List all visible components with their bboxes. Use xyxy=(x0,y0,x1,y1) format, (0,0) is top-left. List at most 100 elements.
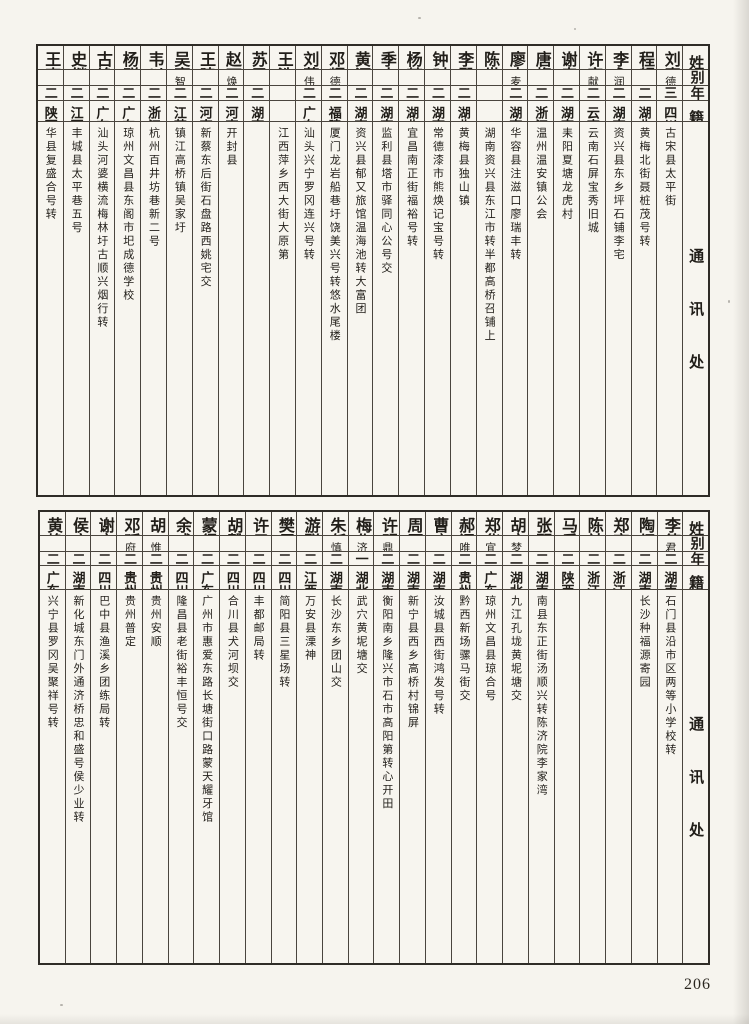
header-age-cell: 年龄 xyxy=(683,551,708,565)
age-cell: 二三 xyxy=(39,551,65,565)
name-cell: 陈世杰 xyxy=(477,46,502,69)
person-origin: 四川 xyxy=(662,105,678,122)
entry-column: 陈社 二二 浙江 xyxy=(580,512,607,963)
entry-column: 王建中 二三 河南 新蔡东后街石盘路西姚宅交 xyxy=(192,46,219,495)
person-age: 二〇 xyxy=(609,86,628,100)
address-cell: 江西萍乡西大街大原第 xyxy=(270,121,295,495)
alias-cell xyxy=(270,68,295,85)
address-cell: 黄梅县独山镇 xyxy=(450,121,476,495)
scan-speck xyxy=(574,28,576,30)
age-cell: 二四 xyxy=(245,551,271,565)
address-cell: 华容县注滋口廖瑞丰转 xyxy=(502,121,528,495)
person-name: 刘惠伯 xyxy=(658,46,682,69)
person-age: 二一 xyxy=(429,552,448,565)
person-address: 黔西新场骡马街交 xyxy=(458,594,471,703)
person-address: 汕头河婆横流梅林圩古顺兴烟行转 xyxy=(95,127,108,330)
origin-cell: 湖南 xyxy=(425,99,450,121)
entry-column: 邓廷尉 府阶 二一 贵州 贵州普定 xyxy=(117,512,143,963)
person-age: 二三 xyxy=(170,86,189,100)
name-cell: 许家隽 xyxy=(580,46,605,69)
entry-column: 杨群 二四 广东 琼州文昌县东阁市圯成德学校 xyxy=(115,46,142,495)
person-origin: 贵州 xyxy=(456,571,472,589)
name-cell: 马重安 xyxy=(555,512,580,535)
person-name: 胡一 xyxy=(147,517,165,535)
scan-speck xyxy=(418,17,421,19)
person-alias: 献宾 xyxy=(584,70,600,85)
person-name: 郑华强 xyxy=(478,512,502,535)
name-cell: 黄源义 xyxy=(348,46,373,69)
person-origin: 湖南 xyxy=(70,571,86,589)
name-cell: 苏民 xyxy=(244,46,269,69)
person-address: 古宋县太平街 xyxy=(663,127,676,209)
name-cell: 郑华强 xyxy=(477,512,502,535)
entry-column: 王克仁 二三 陕西 华县复盛合号转 xyxy=(37,46,64,495)
person-alias: 麦秋 xyxy=(507,70,523,85)
origin-cell: 湖南 xyxy=(657,565,683,589)
origin-cell: 湖北 xyxy=(631,99,657,121)
origin-cell: 湖北 xyxy=(503,565,528,589)
alias-cell: 润之 xyxy=(605,68,631,85)
person-address: 开封县 xyxy=(224,127,237,168)
person-age: 二三 xyxy=(171,552,190,565)
name-cell: 李永澍 xyxy=(606,46,631,69)
alias-cell: 慎德 xyxy=(322,534,348,551)
age-cell: 二九 xyxy=(528,551,554,565)
address-cell: 杭州百井坊巷新二号 xyxy=(141,121,166,495)
person-name: 朱任重 xyxy=(323,512,347,535)
person-origin: 四川 xyxy=(96,571,112,589)
person-alias: 德容 xyxy=(662,70,678,85)
origin-cell: 广东 xyxy=(194,565,220,589)
name-cell: 陶绍勋 xyxy=(632,512,657,535)
person-age: 二五 xyxy=(557,86,576,100)
person-age: 二八 xyxy=(376,86,395,100)
person-name: 唐鋆 xyxy=(532,51,550,69)
address-cell: 合川县犬河坝交 xyxy=(220,588,245,963)
origin-cell: 湖南 xyxy=(65,565,91,589)
age-cell: 二三 xyxy=(322,551,348,565)
person-address: 新蔡东后街石盘路西姚宅交 xyxy=(199,127,212,290)
person-origin: 江西 xyxy=(302,571,318,589)
entry-column: 陈世杰 湖南资兴县东江市转半都高桥召铺上 xyxy=(476,46,503,495)
address-cell: 资兴县东乡坪石铺李宅 xyxy=(605,121,631,495)
person-address: 简阳县三星场转 xyxy=(277,594,290,690)
name-cell: 邓廷尉 xyxy=(117,512,142,535)
age-cell: 二一 xyxy=(631,551,657,565)
address-cell: 华县复盛合号转 xyxy=(37,121,63,495)
origin-cell: 四川 xyxy=(245,565,271,589)
person-age: 二七 xyxy=(92,86,111,100)
alias-cell xyxy=(89,68,115,85)
header-age-cell: 年龄 xyxy=(683,84,708,100)
alias-cell xyxy=(192,68,218,85)
person-name: 樊巨川 xyxy=(272,512,296,535)
age-cell: 二五 xyxy=(321,84,347,100)
person-name: 梅作楫 xyxy=(349,512,373,535)
person-age: 二四 xyxy=(660,552,679,565)
age-cell: 二五 xyxy=(554,84,579,100)
alias-cell: 唯生 xyxy=(451,534,477,551)
entry-column: 韦以琦 二一 浙江 杭州百井坊巷新二号 xyxy=(141,46,167,495)
address-cell xyxy=(606,588,631,963)
person-address: 丰都邮局转 xyxy=(252,594,265,663)
page-number: 206 xyxy=(684,976,711,993)
age-cell: 二五 xyxy=(477,551,503,565)
entry-column: 谢宝珊 二三 四川 巴中县渔溪乡团练局转 xyxy=(91,512,118,963)
person-alias: 智百 xyxy=(171,70,187,85)
entry-column: 游联廷 二二 江西 万安县溧神 xyxy=(297,512,323,963)
person-age: 二一 xyxy=(351,86,370,100)
age-cell: 二三 xyxy=(606,551,631,565)
entry-column: 郝问苍 唯生 二三 贵州 黔西新场骡马街交 xyxy=(451,512,478,963)
person-alias: 焕然 xyxy=(223,70,239,85)
address-cell: 长沙种福源寄园 xyxy=(631,588,657,963)
name-cell: 樊巨川 xyxy=(272,512,297,535)
person-address: 长沙东乡团山交 xyxy=(329,594,342,690)
origin-cell: 江苏 xyxy=(166,99,192,121)
person-name: 黄源义 xyxy=(348,46,372,69)
person-address: 资兴县郁又旅馆温海池转大富团 xyxy=(354,127,367,317)
person-age: 二五 xyxy=(325,86,344,100)
name-cell: 余成久 xyxy=(169,512,194,535)
address-cell: 湖南资兴县东江市转半都高桥召铺上 xyxy=(476,121,502,495)
person-name: 邓廷尉 xyxy=(117,512,141,535)
person-age: 二六 xyxy=(146,552,165,565)
name-cell: 黄焕勋 xyxy=(40,512,65,535)
person-address: 资兴县东乡坪石铺李宅 xyxy=(612,127,625,263)
